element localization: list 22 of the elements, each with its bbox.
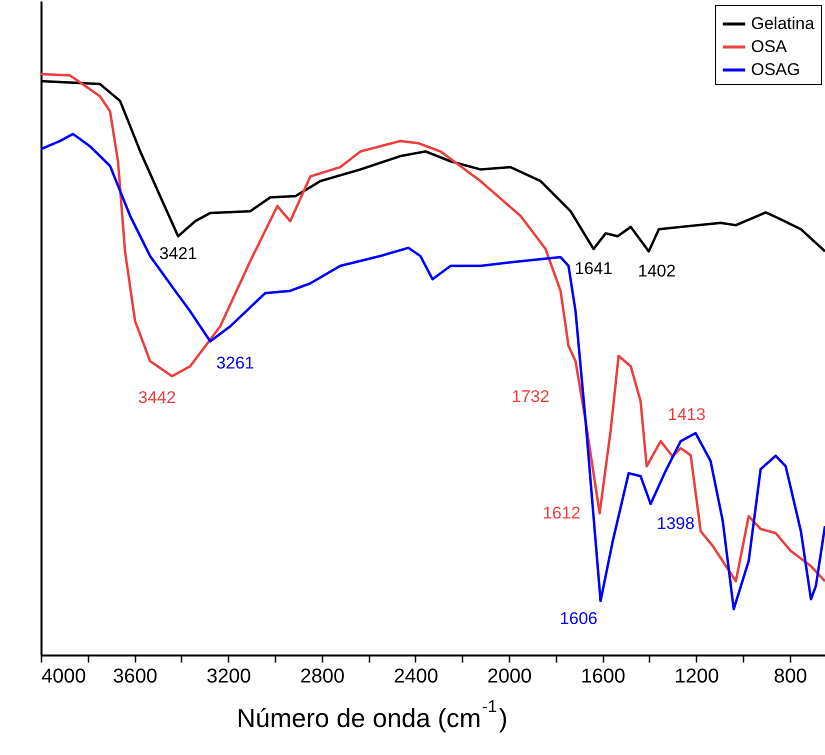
annotation: 3261 xyxy=(216,353,254,372)
legend-label: OSA xyxy=(751,37,788,56)
x-tick-label: 1200 xyxy=(674,666,720,688)
annotation: 1413 xyxy=(668,405,706,424)
annotation: 1732 xyxy=(512,387,550,406)
annotation: 3421 xyxy=(159,244,198,264)
x-tick-label: 4000 xyxy=(42,666,86,688)
annotation: 1606 xyxy=(560,608,598,628)
legend-label: OSAG xyxy=(751,60,800,79)
annotation: 3442 xyxy=(138,388,176,408)
x-tick-label: 2400 xyxy=(394,666,438,688)
x-tick-label: 3600 xyxy=(112,666,158,688)
x-tick-label: 1600 xyxy=(580,666,626,688)
annotation: 1612 xyxy=(542,503,581,522)
annotation: 1398 xyxy=(656,514,695,533)
x-tick-label: 800 xyxy=(774,666,808,688)
annotation: 1402 xyxy=(638,261,676,280)
annotation: 1641 xyxy=(574,259,612,278)
legend-label: Gelatina xyxy=(751,14,815,33)
x-tick-label: 2000 xyxy=(487,666,532,688)
x-tick-label: 2800 xyxy=(300,666,345,688)
x-tick-label: 3200 xyxy=(206,666,251,688)
